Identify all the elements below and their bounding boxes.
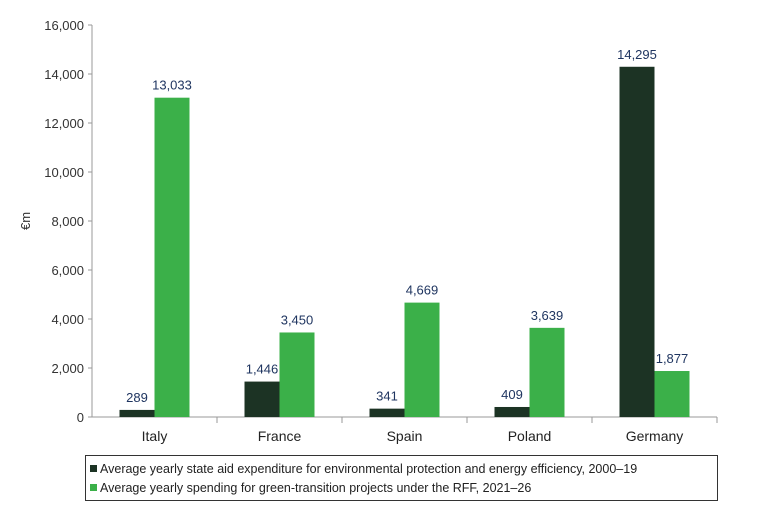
bar-italy-1 [154,97,190,417]
bar-italy-0 [119,409,155,417]
data-label: 13,033 [152,78,192,93]
x-tick-label: Spain [387,428,423,444]
legend-swatch-state-aid [90,465,97,472]
y-tick-label: 0 [77,410,84,425]
x-tick-label: Poland [508,428,552,444]
bar-germany-1 [654,371,690,417]
data-label: 14,295 [617,47,657,62]
bar-spain-0 [369,408,405,417]
bar-poland-1 [529,327,565,417]
y-tick-label: 6,000 [51,263,84,278]
legend-item-state-aid: Average yearly state aid expenditure for… [90,459,713,478]
x-tick-label: Germany [626,428,684,444]
y-tick-label: 14,000 [44,67,84,82]
x-tick-label: Italy [142,428,168,444]
legend-label-rff: Average yearly spending for green-transi… [100,480,532,495]
y-tick-label: 8,000 [51,214,84,229]
y-tick-label: 16,000 [44,18,84,33]
data-label: 409 [501,387,523,402]
y-tick-label: 2,000 [51,361,84,376]
data-label: 3,639 [531,308,564,323]
data-label: 4,669 [406,283,439,298]
bar-poland-0 [494,406,530,417]
bar-france-0 [244,381,280,417]
bar-chart: 0 2,000 4,000 6,000 8,000 10,000 12,000 14,000 1… [18,18,718,444]
y-axis-label: €m [18,212,33,230]
legend-swatch-rff [90,484,97,491]
y-tick-label: 4,000 [51,312,84,327]
data-label: 289 [126,390,148,405]
legend-item-rff: Average yearly spending for green-transi… [90,478,713,497]
y-tick-label: 12,000 [44,116,84,131]
legend: Average yearly state aid expenditure for… [85,455,718,501]
y-tick-label: 10,000 [44,165,84,180]
data-label: 341 [376,389,398,404]
legend-label-state-aid: Average yearly state aid expenditure for… [100,461,638,476]
data-label: 1,446 [246,362,279,377]
x-tick-label: France [258,428,302,444]
bar-spain-1 [404,302,440,417]
bar-germany-0 [619,66,655,418]
bar-france-1 [279,332,315,417]
data-label: 1,877 [656,351,689,366]
data-label: 3,450 [281,312,314,327]
